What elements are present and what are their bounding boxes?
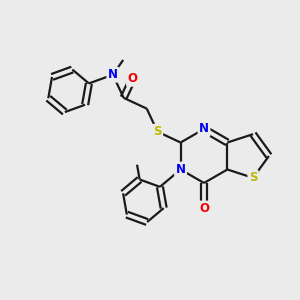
Text: O: O bbox=[199, 202, 209, 215]
Text: N: N bbox=[199, 122, 209, 136]
Text: N: N bbox=[108, 68, 118, 81]
Text: S: S bbox=[249, 171, 257, 184]
Text: S: S bbox=[153, 125, 162, 138]
Text: N: N bbox=[176, 163, 186, 176]
Text: O: O bbox=[128, 72, 137, 85]
